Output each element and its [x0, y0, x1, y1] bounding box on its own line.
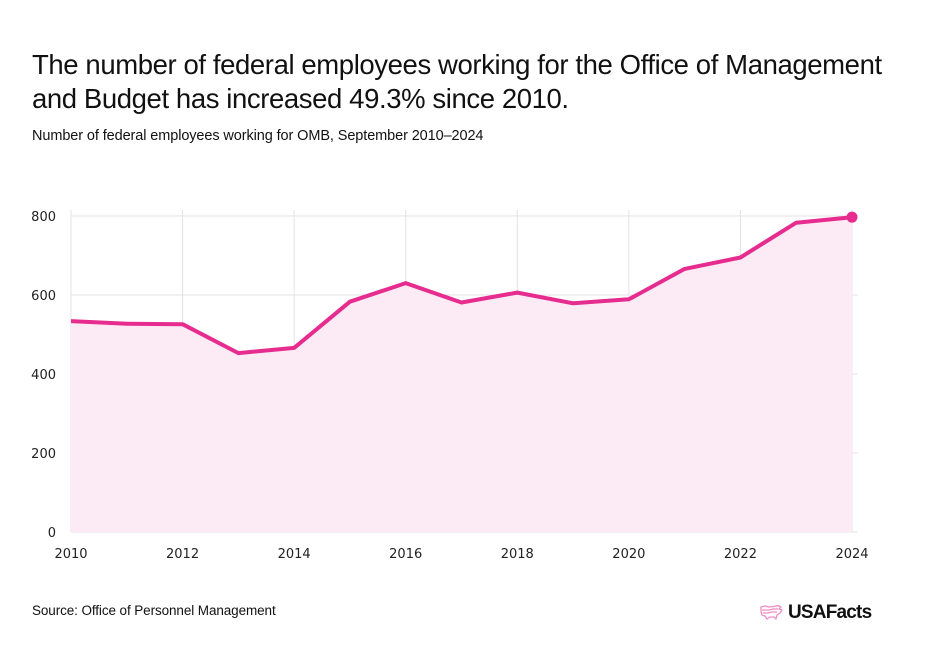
x-tick-label: 2020 — [612, 547, 645, 562]
y-tick-label: 200 — [31, 447, 56, 462]
y-axis-ticks: 0 200 400 600 800 — [31, 210, 56, 541]
y-tick-label: 800 — [31, 210, 56, 225]
y-tick-label: 0 — [48, 526, 56, 541]
y-tick-label: 400 — [31, 368, 56, 383]
series-area-fill — [71, 217, 852, 532]
x-tick-label: 2014 — [278, 547, 311, 562]
source-note: Source: Office of Personnel Management — [32, 603, 276, 618]
usa-map-icon — [760, 604, 783, 620]
x-tick-label: 2010 — [54, 547, 87, 562]
logo-text: USAFacts — [788, 602, 872, 623]
chart-title: The number of federal employees working … — [32, 49, 882, 114]
usafacts-logo[interactable]: USAFacts — [760, 602, 872, 624]
chart-subtitle: Number of federal employees working for … — [32, 128, 484, 144]
x-axis-ticks: 2010 2012 2014 2016 2018 2020 2022 2024 — [54, 547, 868, 562]
x-tick-label: 2022 — [724, 547, 757, 562]
y-tick-label: 600 — [31, 289, 56, 304]
x-tick-label: 2018 — [501, 547, 534, 562]
series-line — [70, 215, 853, 356]
x-tick-label: 2016 — [389, 547, 422, 562]
x-tick-label: 2024 — [835, 547, 868, 562]
end-point-marker — [846, 211, 858, 223]
x-tick-label: 2012 — [166, 547, 199, 562]
series-points — [846, 211, 858, 223]
